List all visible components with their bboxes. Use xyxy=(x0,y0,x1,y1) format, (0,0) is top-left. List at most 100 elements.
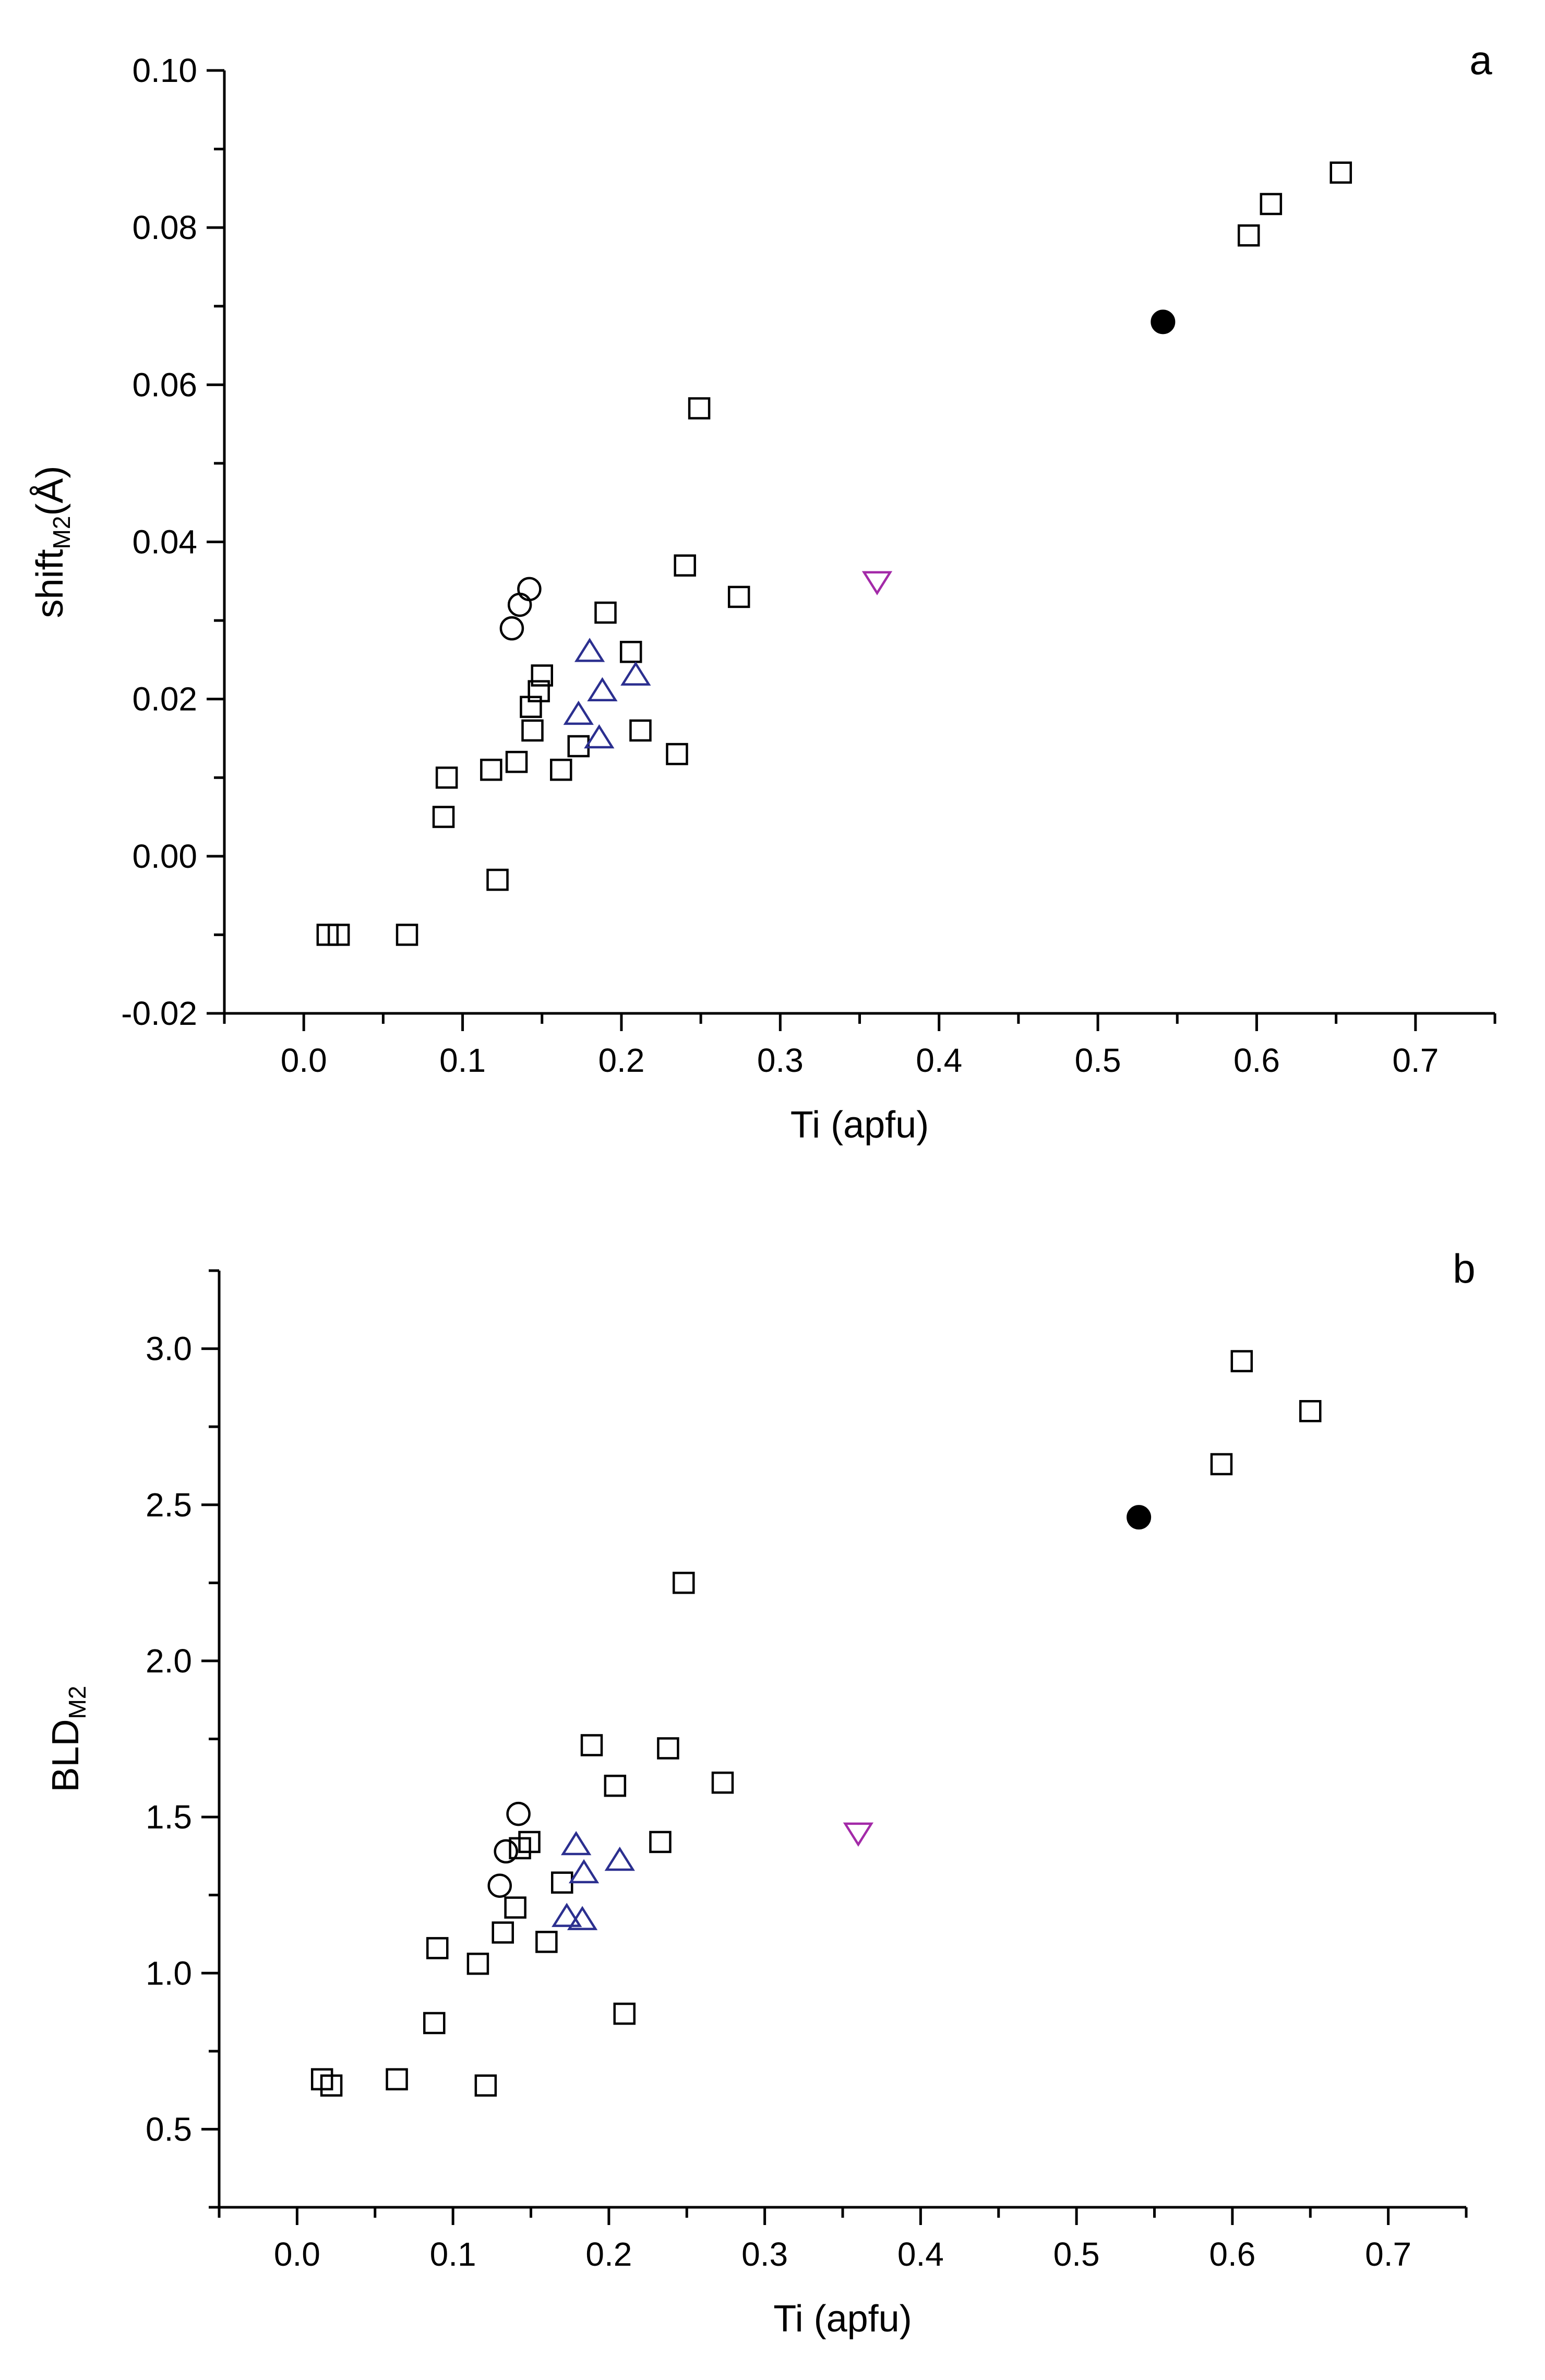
panel-b-point-circle-open xyxy=(487,1873,512,1898)
panel-a-point-square xyxy=(327,924,350,946)
panel-b-point-square xyxy=(673,1572,695,1594)
panel-a-point-square xyxy=(480,758,502,781)
panel-a-point-square xyxy=(1260,193,1283,216)
panel-b-point-triangle-up xyxy=(604,1846,635,1871)
y-tick-label: 3.0 xyxy=(146,1330,192,1368)
panel-a-point-triangle-up xyxy=(620,661,651,686)
panel-a-point-triangle-up xyxy=(563,700,594,725)
panel-a-point-circle-open xyxy=(499,616,524,641)
panel-b-point-square xyxy=(1299,1400,1322,1422)
panel-a-point-square xyxy=(531,664,553,687)
panel-b-point-square xyxy=(604,1775,627,1797)
panel-a-letter: a xyxy=(1469,37,1492,83)
panel-a-point-circle-open xyxy=(507,592,532,617)
panel-b-point-circle-open xyxy=(506,1801,531,1826)
y-tick-label: 0.00 xyxy=(132,838,197,875)
panel-a-point-triangle-up xyxy=(584,724,615,749)
panel-b-point-triangle-up xyxy=(552,1903,582,1927)
panel-a-point-square xyxy=(316,924,339,946)
panel-a-point-circle-filled xyxy=(1151,309,1176,334)
x-tick-label: 0.2 xyxy=(585,2235,632,2273)
x-tick-label: 0.1 xyxy=(430,2235,476,2273)
panel-a-point-square xyxy=(432,806,455,828)
panel-b-axes xyxy=(201,1269,1468,2225)
panel-b-point-square xyxy=(711,1772,734,1794)
panel-b-point-square xyxy=(657,1737,679,1760)
panel-b: 0.0 0.1 0.2 0.3 0.4 0.5 0.6 0.7 0.5 1.0 1.5 2.0 2.5… xyxy=(45,1246,1476,2340)
x-tick-label: 0.6 xyxy=(1209,2235,1255,2273)
panel-b-y-axis-title: BLDM2 xyxy=(45,1686,91,1792)
panel-a-point-square xyxy=(688,397,711,420)
panel-a-point-triangle-up xyxy=(574,638,605,662)
panel-a-y-axis-title-subscript: M2 xyxy=(48,516,75,549)
panel-a-y-axis-title-unit: (Å) xyxy=(29,466,71,516)
panel-b-point-circle-filled xyxy=(1127,1505,1152,1530)
panel-b-letter: b xyxy=(1453,1246,1475,1291)
panel-a-point-square xyxy=(666,743,688,766)
panel-b-point-triangle-up xyxy=(567,1906,598,1930)
panel-b-point-square xyxy=(649,1831,672,1853)
x-tick-label: 0.5 xyxy=(1053,2235,1100,2273)
panel-b-point-square xyxy=(613,2002,636,2025)
x-tick-label: 0.0 xyxy=(274,2235,320,2273)
panel-b-point-square xyxy=(1230,1350,1253,1372)
x-tick-label: 0.2 xyxy=(598,1042,644,1079)
x-tick-label: 0.3 xyxy=(741,2235,788,2273)
y-tick-label: 0.08 xyxy=(132,209,197,246)
y-tick-label: 0.02 xyxy=(132,680,197,718)
panel-a-y-tick-labels: -0.02 0.00 0.02 0.04 0.06 0.08 0.10 xyxy=(121,52,197,1032)
panel-a-axis-lines xyxy=(223,70,1495,1015)
panel-a-point-square xyxy=(435,767,458,789)
panel-a-point-square xyxy=(521,719,544,742)
y-tick-label: 0.04 xyxy=(132,523,197,561)
panel-a-point-square xyxy=(396,924,418,946)
panel-a-point-square xyxy=(550,758,572,781)
x-tick-label: 0.7 xyxy=(1365,2235,1411,2273)
panel-a-point-square xyxy=(674,554,696,577)
panel-a-point-square xyxy=(727,585,750,608)
panel-b-point-triangle-up xyxy=(568,1859,600,1884)
panel-b-y-axis-title-subscript: M2 xyxy=(64,1686,91,1719)
panel-a-point-square xyxy=(486,868,509,891)
panel-a-y-axis-title-base: shift xyxy=(29,549,71,618)
panel-b-point-square xyxy=(504,1896,526,1919)
panel-b-point-square xyxy=(426,1937,449,1959)
panel-b-point-square xyxy=(580,1734,603,1756)
panel-b-point-square xyxy=(492,1921,514,1944)
panel-b-point-circle-open xyxy=(494,1839,518,1864)
panel-b-x-tick-labels: 0.0 0.1 0.2 0.3 0.4 0.5 0.6 0.7 xyxy=(274,2235,1411,2273)
panel-a-point-square xyxy=(594,601,617,624)
panel-b-ticks xyxy=(201,1269,1468,2225)
panel-a-marks xyxy=(316,161,1352,946)
panel-a-point-square xyxy=(1237,224,1260,247)
y-tick-label: 0.10 xyxy=(132,52,197,89)
panel-a-point-square xyxy=(1330,161,1352,184)
panel-b-point-square xyxy=(320,2074,343,2097)
x-tick-label: 0.4 xyxy=(916,1042,962,1079)
panel-b-point-square xyxy=(386,2068,408,2090)
y-tick-label: 0.5 xyxy=(146,2110,192,2148)
panel-b-point-square xyxy=(474,2074,497,2097)
x-tick-label: 0.1 xyxy=(439,1042,486,1079)
x-tick-label: 0.6 xyxy=(1233,1042,1280,1079)
panel-a-x-axis-title: Ti (apfu) xyxy=(791,1104,929,1146)
panel-a-point-triangle-down xyxy=(861,571,893,595)
panel-a: 0.0 0.1 0.2 0.3 0.4 0.5 0.6 0.7 -0.02 0.00 0.02 0.… xyxy=(29,37,1496,1146)
panel-a-point-square xyxy=(505,750,528,773)
panel-b-point-triangle-up xyxy=(560,1831,592,1856)
panel-a-point-triangle-up xyxy=(587,677,618,701)
y-tick-label: 0.06 xyxy=(132,366,197,403)
panel-b-point-square xyxy=(535,1931,558,1953)
y-tick-label: 2.0 xyxy=(146,1642,192,1680)
panel-a-point-square xyxy=(520,696,542,718)
panel-b-axis-lines xyxy=(218,1271,1466,2209)
panel-b-point-square xyxy=(1210,1453,1233,1476)
x-tick-label: 0.7 xyxy=(1392,1042,1439,1079)
panel-b-point-triangle-down xyxy=(843,1822,874,1847)
panel-b-x-axis-title: Ti (apfu) xyxy=(773,2298,912,2340)
x-tick-label: 0.3 xyxy=(757,1042,804,1079)
x-tick-label: 0.4 xyxy=(897,2235,944,2273)
x-tick-label: 0.0 xyxy=(281,1042,327,1079)
y-tick-label: 1.5 xyxy=(146,1798,192,1836)
panel-a-x-tick-labels: 0.0 0.1 0.2 0.3 0.4 0.5 0.6 0.7 xyxy=(281,1042,1439,1079)
